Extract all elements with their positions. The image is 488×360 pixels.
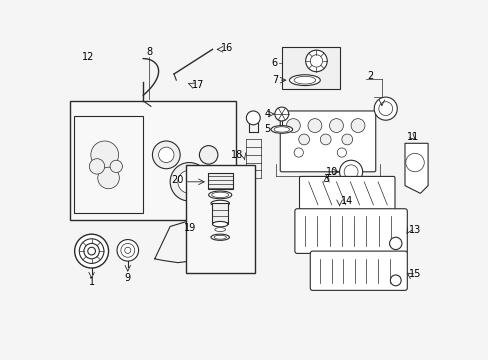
Circle shape [305,50,326,72]
Circle shape [170,163,208,201]
Ellipse shape [212,221,227,227]
Circle shape [178,170,201,193]
Circle shape [75,234,108,268]
Circle shape [286,119,300,132]
Bar [70,101,235,220]
Text: 2: 2 [366,71,373,81]
Ellipse shape [289,75,320,86]
Bar [207,172,232,189]
Circle shape [98,167,119,189]
Ellipse shape [293,76,315,84]
Circle shape [246,111,260,125]
Circle shape [152,141,180,169]
Circle shape [87,247,95,255]
Ellipse shape [214,228,225,231]
Circle shape [350,119,364,132]
Ellipse shape [210,200,229,206]
Circle shape [320,134,330,145]
Text: 16: 16 [221,43,233,53]
Circle shape [89,159,104,174]
Circle shape [389,275,400,286]
Bar [185,165,254,273]
Text: 10: 10 [325,167,337,177]
Circle shape [405,153,424,172]
Circle shape [310,55,322,67]
Circle shape [84,243,99,259]
Ellipse shape [210,234,229,240]
Circle shape [293,148,303,157]
Bar [281,47,339,89]
Text: 11: 11 [406,132,418,142]
Text: 9: 9 [124,273,131,283]
Circle shape [307,119,321,132]
Circle shape [79,239,104,264]
Ellipse shape [208,191,231,199]
Text: 18: 18 [230,150,243,160]
Polygon shape [404,143,427,193]
Bar [74,116,143,213]
Circle shape [344,165,357,179]
Circle shape [341,134,352,145]
Text: 6: 6 [271,58,277,68]
Circle shape [274,107,288,121]
FancyBboxPatch shape [280,111,375,172]
Circle shape [337,148,346,157]
Ellipse shape [214,235,226,239]
Text: 8: 8 [146,48,152,58]
Ellipse shape [211,192,228,198]
Text: 7: 7 [271,75,277,85]
Text: 5: 5 [264,125,270,134]
Circle shape [158,147,174,163]
FancyBboxPatch shape [299,176,394,210]
Bar [212,203,227,224]
Text: 4: 4 [264,109,270,119]
Circle shape [378,102,392,116]
Text: 3: 3 [323,175,329,184]
FancyBboxPatch shape [294,209,407,253]
Text: 19: 19 [183,223,196,233]
Circle shape [339,160,362,183]
Text: 20: 20 [171,175,183,185]
Text: 13: 13 [408,225,420,235]
Circle shape [110,160,122,172]
FancyBboxPatch shape [310,251,407,291]
Text: 17: 17 [191,80,203,90]
Circle shape [373,97,396,120]
Text: 12: 12 [81,52,94,62]
Ellipse shape [274,127,289,132]
Text: 14: 14 [341,196,353,206]
Circle shape [199,145,218,164]
Text: 15: 15 [408,269,420,279]
Circle shape [389,237,401,249]
Ellipse shape [270,126,292,133]
Circle shape [298,134,309,145]
Circle shape [124,247,131,253]
Circle shape [91,141,118,169]
Circle shape [329,119,343,132]
Circle shape [117,239,138,261]
Circle shape [121,243,135,257]
Text: 1: 1 [88,277,95,287]
